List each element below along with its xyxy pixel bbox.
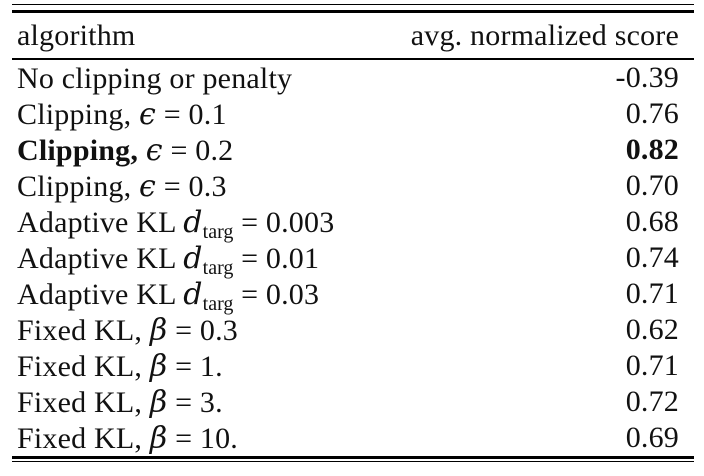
table-top-rule-inner <box>12 10 694 13</box>
row-label: No clipping or penalty <box>17 61 292 96</box>
math-symbol-beta: β <box>149 420 168 456</box>
row-label-text: Fixed KL, <box>17 349 150 383</box>
row-label-text: Clipping, <box>17 97 140 131</box>
table-row: Adaptive KL dtarg = 0.01 0.74 <box>12 240 694 279</box>
math-equation-text: = 10. <box>167 421 238 455</box>
math-symbol-d: d <box>183 276 203 312</box>
row-label: Clipping, ϵ = 0.1 <box>17 97 227 132</box>
table-bottom-rule-outer <box>12 461 694 462</box>
table-row: Adaptive KL dtarg = 0.03 0.71 <box>12 276 694 315</box>
row-label-text: Clipping, <box>17 169 140 203</box>
math-symbol-epsilon: ϵ <box>139 168 157 204</box>
row-score: 0.76 <box>625 97 679 130</box>
row-score: -0.39 <box>615 61 679 94</box>
row-label: Adaptive KL dtarg = 0.03 <box>17 276 320 315</box>
math-symbol-beta: β <box>149 384 168 420</box>
math-symbol-beta: β <box>149 312 168 348</box>
math-equation-text: = 0.3 <box>167 313 238 347</box>
table-row: Fixed KL, β = 1. 0.71 <box>12 348 694 384</box>
table-row: Clipping, ϵ = 0.1 0.76 <box>12 96 694 132</box>
row-label-text: Fixed KL, <box>17 313 150 347</box>
math-equation-text: = 0.2 <box>162 133 234 167</box>
row-label: Fixed KL, β = 0.3 <box>17 313 238 348</box>
table-header-row: algorithm avg. normalized score <box>12 13 694 58</box>
math-equation-text: = 1. <box>167 349 223 383</box>
table-row: Adaptive KL dtarg = 0.003 0.68 <box>12 204 694 243</box>
row-label: Fixed KL, β = 3. <box>17 385 223 420</box>
row-label-text: Adaptive KL <box>17 241 184 275</box>
row-score: 0.62 <box>625 313 679 346</box>
table-row: Clipping, ϵ = 0.3 0.70 <box>12 168 694 204</box>
math-symbol-beta: β <box>149 348 168 384</box>
table-row: Fixed KL, β = 0.3 0.62 <box>12 312 694 348</box>
math-equation-text: = 0.3 <box>156 169 227 203</box>
table-body: No clipping or penalty -0.39 Clipping, ϵ… <box>12 60 694 456</box>
table-row: Fixed KL, β = 10. 0.69 <box>12 420 694 456</box>
math-symbol-d: d <box>183 204 203 240</box>
row-score: 0.71 <box>625 349 679 382</box>
row-label: Adaptive KL dtarg = 0.01 <box>17 240 320 279</box>
table-row: No clipping or penalty -0.39 <box>12 60 694 96</box>
row-score: 0.82 <box>625 133 679 166</box>
row-score: 0.74 <box>625 241 679 274</box>
math-symbol-epsilon: ϵ <box>145 132 163 168</box>
row-score: 0.72 <box>625 385 679 418</box>
row-score: 0.71 <box>625 277 679 310</box>
header-separator-rule <box>12 58 694 60</box>
row-score: 0.69 <box>625 421 679 454</box>
math-equation-text: = 3. <box>167 385 223 419</box>
column-header-algorithm: algorithm <box>17 18 136 52</box>
math-equation-text: = 0.03 <box>233 277 320 311</box>
row-label: Clipping, ϵ = 0.2 <box>17 133 233 168</box>
row-label: Fixed KL, β = 10. <box>17 421 238 456</box>
table-top-rule-outer <box>12 4 694 5</box>
row-label-text: Adaptive KL <box>17 205 184 239</box>
table-bottom-rule-inner <box>12 456 694 459</box>
row-score: 0.70 <box>625 169 679 202</box>
row-label-text: Clipping, <box>17 133 146 167</box>
math-subscript-targ: targ <box>202 292 234 315</box>
math-equation-text: = 0.1 <box>156 97 227 131</box>
row-label-text: Fixed KL, <box>17 385 150 419</box>
row-label: Fixed KL, β = 1. <box>17 349 223 384</box>
math-symbol-epsilon: ϵ <box>139 96 157 132</box>
row-label-text: Fixed KL, <box>17 421 150 455</box>
row-label-text: Adaptive KL <box>17 277 184 311</box>
table-row: Fixed KL, β = 3. 0.72 <box>12 384 694 420</box>
table-row-best: Clipping, ϵ = 0.2 0.82 <box>12 132 694 168</box>
math-equation-text: = 0.01 <box>233 241 320 275</box>
results-table: algorithm avg. normalized score No clipp… <box>12 4 694 462</box>
row-score: 0.68 <box>625 205 679 238</box>
row-label: Clipping, ϵ = 0.3 <box>17 169 227 204</box>
row-label-text: No clipping or penalty <box>17 61 293 95</box>
row-label: Adaptive KL dtarg = 0.003 <box>17 204 335 243</box>
column-header-score: avg. normalized score <box>410 18 679 52</box>
math-subscript-targ: targ <box>202 220 234 243</box>
math-equation-text: = 0.003 <box>233 205 335 239</box>
math-symbol-d: d <box>183 240 203 276</box>
math-subscript-targ: targ <box>202 256 234 279</box>
